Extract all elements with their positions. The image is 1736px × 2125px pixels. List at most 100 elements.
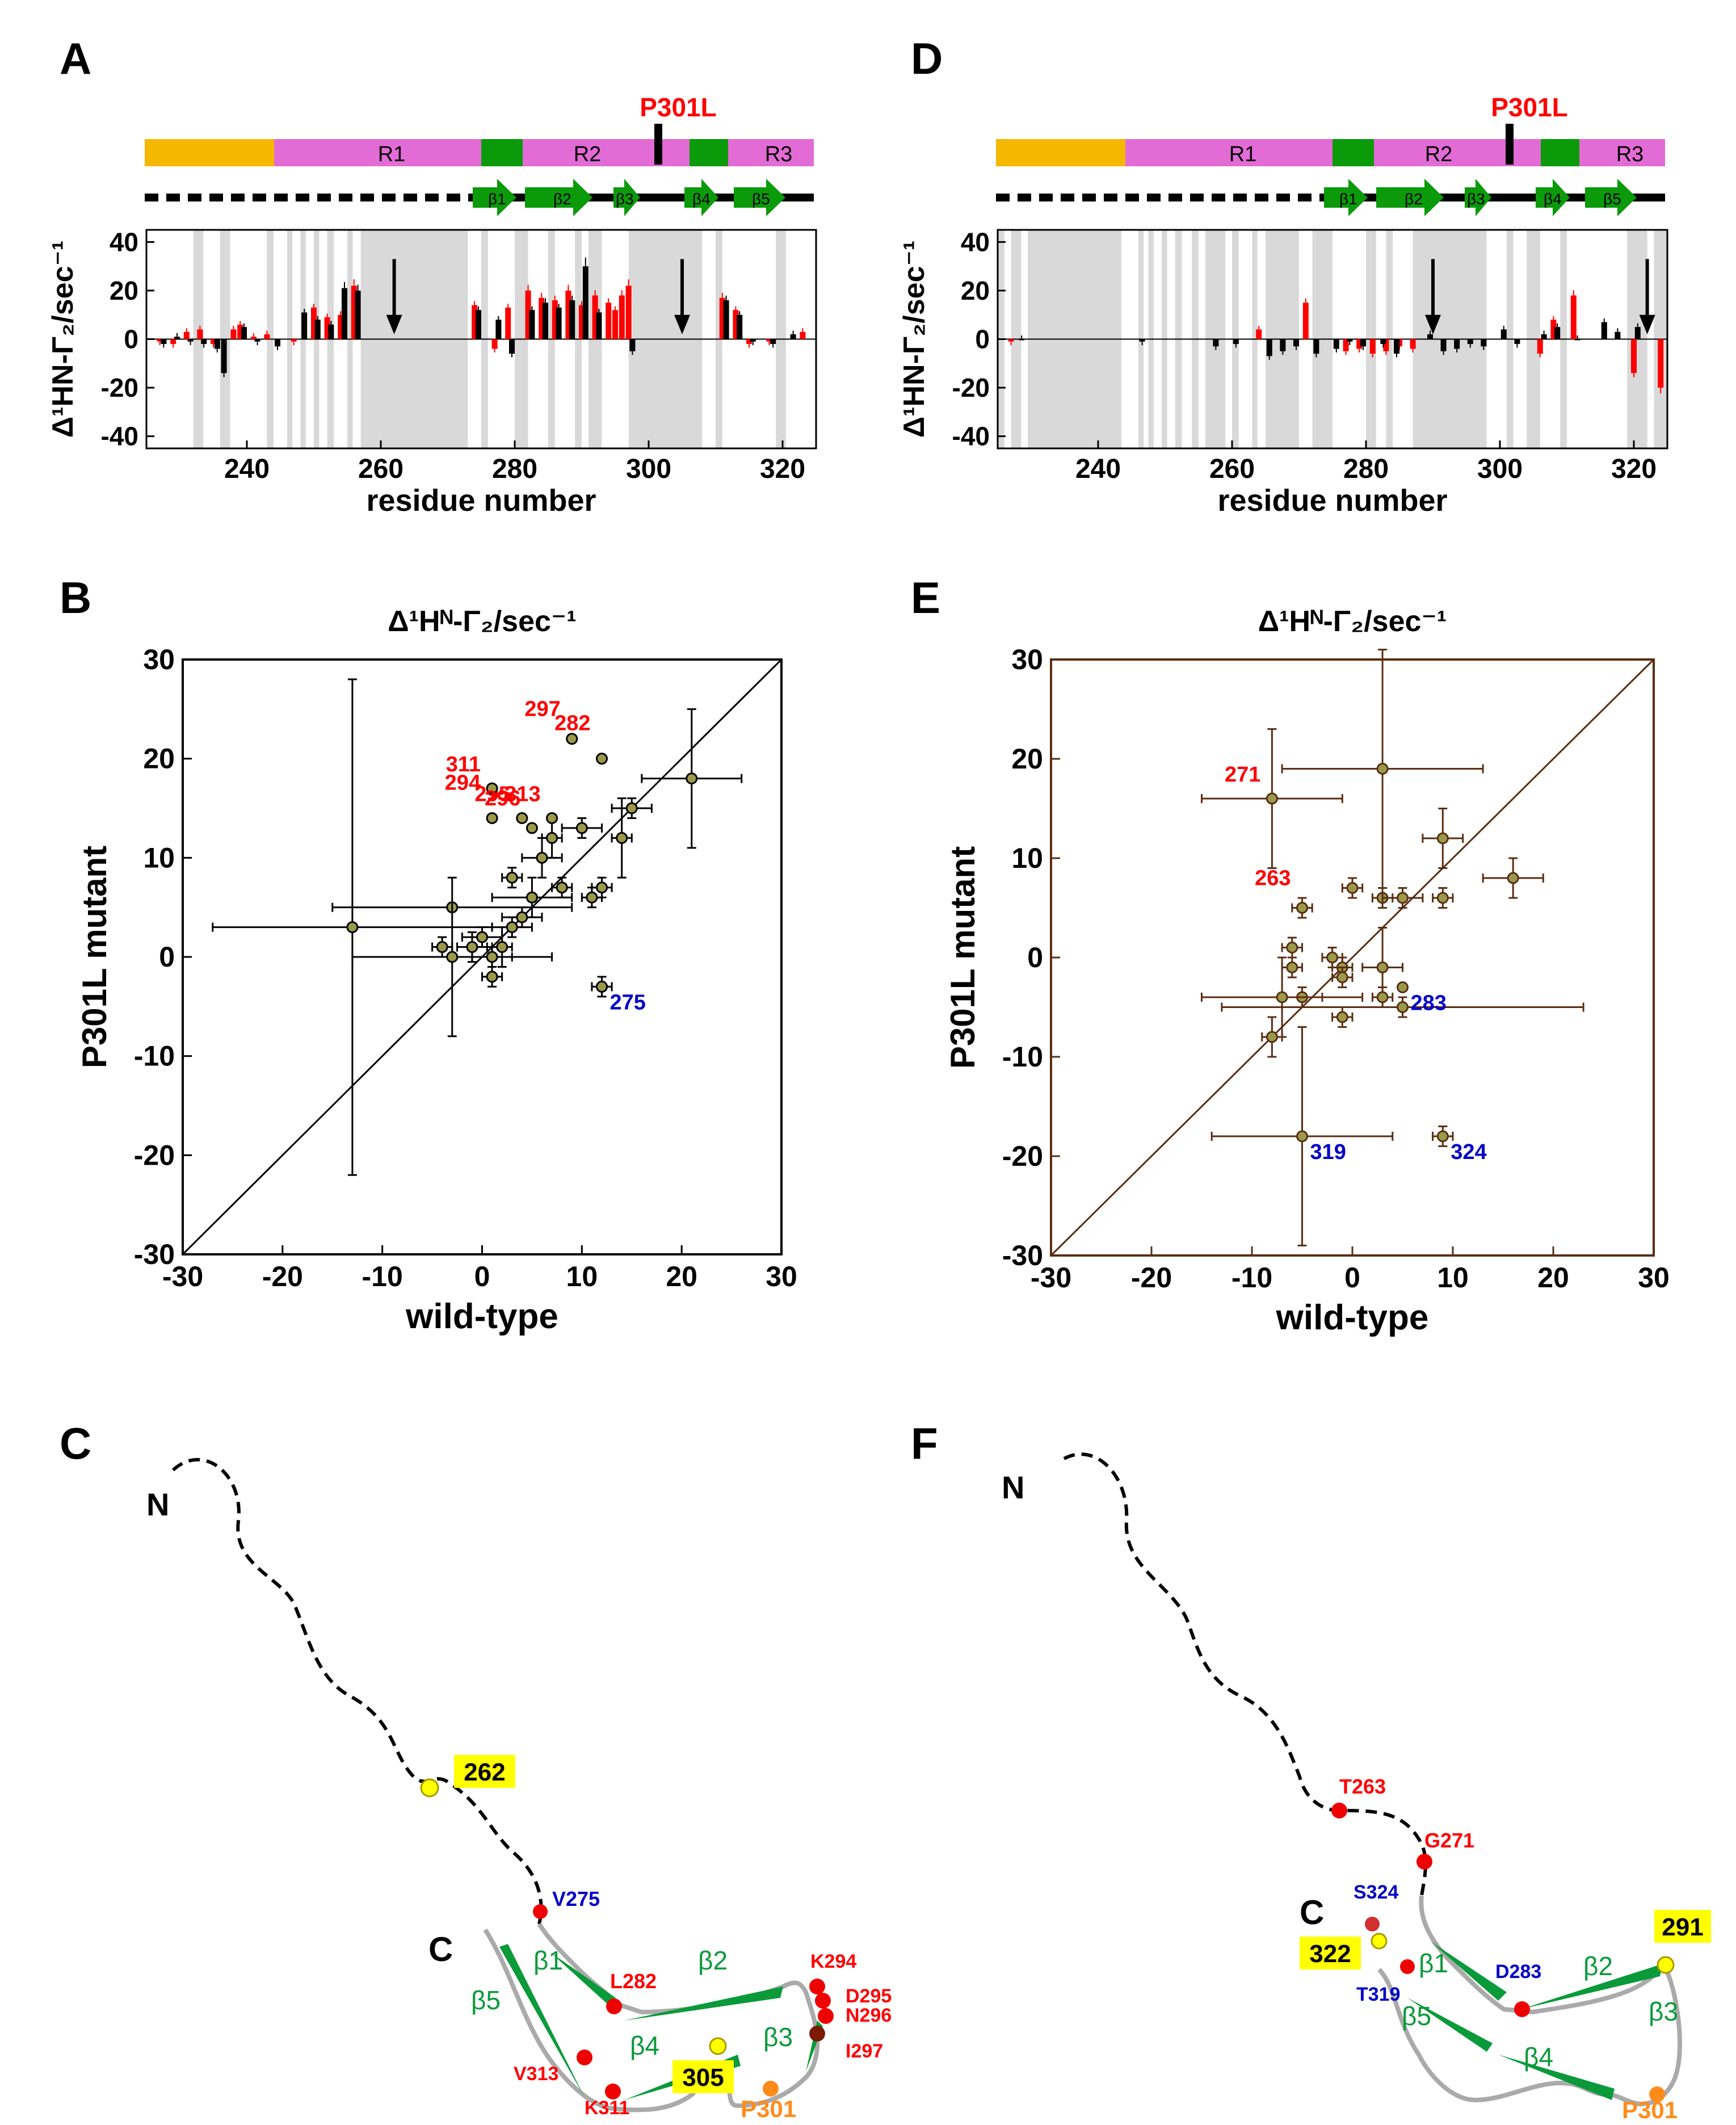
panel-label-e: E [911,573,940,623]
diagonal-line [1050,658,1655,1257]
bar-wild-type [1467,339,1473,345]
highlight-label-262: 262 [464,1758,505,1786]
highlight-residue-marker [420,1778,439,1798]
repeat-segment [1125,139,1665,166]
data-point [526,891,538,904]
label-d283: D283 [1495,1961,1541,1983]
y-tick-label: -30 [134,1238,175,1270]
blue-residue-marker [533,1904,548,1919]
label-k294: K294 [810,1951,856,1972]
orange-residue-marker [1649,2086,1665,2102]
structure-f: N C T263 G271 S324 322 T319 D283 291 P30… [1002,1452,1711,2123]
data-point [1376,763,1389,775]
bar-wild-type [301,312,308,339]
data-point [1336,971,1348,984]
data-point [496,941,508,954]
y-tick-label: 20 [110,276,138,305]
domain-schematic-d: R1 R2 R3 P301L β1 β2 β3 β4 β5 [996,93,1665,216]
bar-wild-type [1233,339,1239,345]
y-tick-label: 0 [1027,942,1043,973]
x-tick-label: 320 [1611,454,1657,484]
label-s324: S324 [1354,1882,1398,1903]
repeat-label-r3: R3 [765,142,793,166]
red-residue-marker [809,1979,825,1994]
panel-label-d: D [911,33,943,83]
n-terminus-label: N [1002,1469,1024,1505]
bar-wild-type [529,310,535,339]
strand-label-b5: β5 [1402,2001,1431,2031]
repeat-label-r2: R2 [1425,142,1453,166]
label-p301: P301 [1622,2097,1678,2123]
bar-wild-type [341,288,347,339]
strand-label-b1: β1 [488,190,506,208]
blue-residue-marker [1365,1917,1380,1931]
bar-wild-type [274,339,280,347]
bar-p301l [183,331,190,339]
strand-label-b2: β2 [553,190,571,208]
x-tick-label: 320 [760,454,805,484]
x-tick-label: 30 [766,1261,797,1292]
y-axis-label: P301L mutant [944,846,982,1069]
bar-p301l [1356,339,1363,349]
bar-wild-type [569,300,575,339]
bar-wild-type [1427,334,1433,339]
strand-label-b5: β5 [1603,190,1621,208]
data-point [575,822,588,834]
strand-label-b1: β1 [533,1946,563,1975]
strand-label-b4: β4 [1544,190,1562,208]
bar-p301l [1383,339,1389,351]
label-t263: T263 [1339,1775,1386,1798]
bar-p301l [1256,329,1262,339]
data-point [596,980,608,993]
strand-label-b4: β4 [692,190,711,208]
repeat-label-r2: R2 [574,142,602,166]
data-point [486,971,498,983]
strand-label-b3: β3 [763,2022,793,2052]
bar-wild-type [1139,339,1145,342]
bar-wild-type [1554,327,1561,339]
bar-wild-type [723,300,729,339]
scatter-chart-e: -30 -20 -10 0 10 20 30 -30 -20 -10 0 10 20 30 271 263 28… [944,605,1670,1337]
strand-label-b1: β1 [1419,1948,1448,1978]
strand-label-b1: β1 [1339,190,1357,208]
y-tick-label: 40 [961,227,990,257]
highlight-label-305: 305 [682,2064,724,2092]
data-point [616,831,628,844]
bar-wild-type [629,339,636,351]
label-l282: L282 [610,1969,657,1993]
y-axis-label: Δ¹HN-Γ₂/sec⁻¹ [898,241,931,438]
x-tick-label: 300 [626,454,671,484]
mutation-label: P301L [1491,93,1568,122]
n-terminus-label: N [146,1486,169,1522]
label-n296: N296 [846,2005,892,2026]
y-tick-label: -20 [134,1139,175,1171]
panel-label-a: A [60,33,91,83]
x-tick-label: 300 [1477,454,1523,484]
bar-p301l [197,329,203,339]
point-label: 324 [1451,1140,1486,1164]
y-tick-label: -30 [1002,1240,1043,1271]
red-residue-marker [1416,1854,1432,1870]
bar-wild-type [495,320,502,339]
data-point [1326,951,1339,964]
data-point [506,921,518,934]
bar-p301l [1369,339,1376,354]
data-point [546,812,558,824]
point-label: 275 [610,990,646,1014]
y-tick-label: 20 [143,743,175,775]
backbone-coil [1377,1895,1683,2106]
point-label: 283 [1411,992,1447,1015]
data-point [486,951,498,963]
x-tick-label: 10 [1437,1262,1469,1294]
y-tick-label: 10 [1011,842,1043,874]
red-residue-marker [815,1993,831,2009]
data-point [446,951,459,963]
data-point [506,871,518,884]
label-d295: D295 [846,1985,892,2007]
bar-wild-type [328,324,334,339]
bar-wild-type [750,339,756,342]
bar-wild-type [221,339,227,373]
bar-wild-type [214,339,220,349]
bar-p301l [1008,339,1014,342]
bar-p301l [237,324,243,339]
